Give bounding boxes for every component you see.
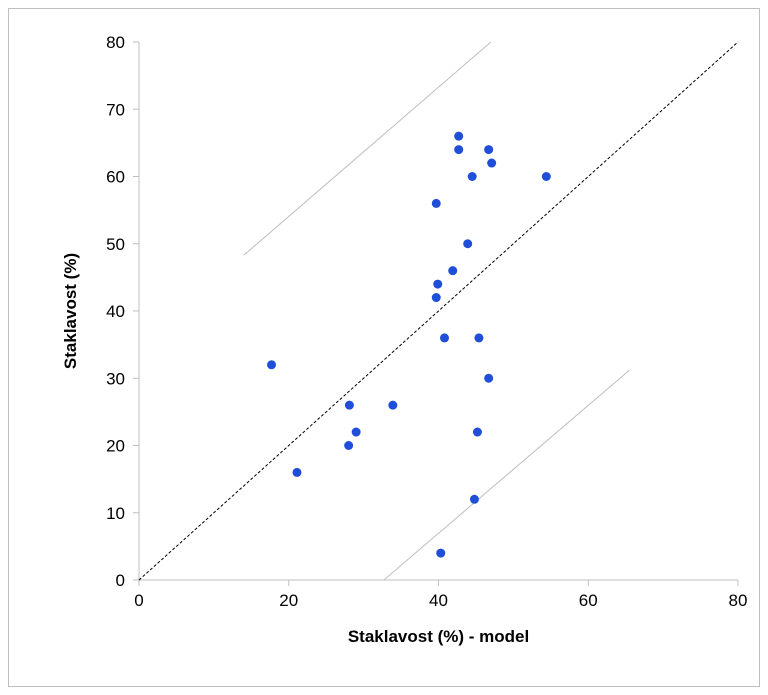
data-point <box>388 400 398 410</box>
x-tick-label: 20 <box>279 591 298 610</box>
y-tick-label: 40 <box>106 302 125 321</box>
data-point <box>484 145 494 155</box>
y-tick-label: 10 <box>106 504 125 523</box>
data-point <box>431 198 441 208</box>
y-tick-label: 60 <box>106 168 125 187</box>
data-point <box>431 293 441 303</box>
data-point <box>467 172 477 181</box>
x-tick-label: 0 <box>134 591 143 610</box>
data-point <box>487 158 497 168</box>
lower-bound-line <box>383 369 630 581</box>
data-point <box>472 427 482 437</box>
y-tick-label: 0 <box>116 571 125 590</box>
data-point <box>433 279 443 289</box>
data-point <box>292 467 302 477</box>
chart-frame <box>8 8 760 687</box>
x-ticks: 0 20 40 60 80 <box>134 580 747 610</box>
data-point <box>454 145 464 155</box>
data-point <box>484 373 494 383</box>
data-point <box>344 441 354 450</box>
data-point <box>463 239 473 249</box>
y-tick-label: 80 <box>106 33 125 52</box>
x-tick-label: 80 <box>729 591 748 610</box>
x-axis-title: Staklavost (%) - model <box>348 627 529 646</box>
upper-bound-line <box>243 41 492 256</box>
x-tick-label: 40 <box>429 591 448 610</box>
data-point <box>448 266 458 276</box>
data-point <box>351 427 361 437</box>
data-point <box>469 494 479 504</box>
data-point <box>541 172 551 181</box>
y-tick-label: 50 <box>106 235 125 254</box>
identity-line <box>138 41 739 581</box>
y-tick-label: 70 <box>106 100 125 119</box>
plot-area: 0 20 40 60 80 0 10 20 30 40 50 60 70 80 <box>106 33 747 610</box>
reference-lines <box>138 41 739 581</box>
y-tick-label: 30 <box>106 369 125 388</box>
data-point <box>474 333 484 343</box>
data-points <box>267 131 551 558</box>
data-point <box>436 548 446 558</box>
y-tick-label: 20 <box>106 437 125 456</box>
y-axis-title: Staklavost (%) <box>61 253 80 369</box>
data-point <box>344 400 354 410</box>
data-point <box>267 360 277 370</box>
data-point <box>454 131 464 141</box>
data-point <box>439 333 449 343</box>
y-ticks: 0 10 20 30 40 50 60 70 80 <box>106 33 139 590</box>
x-tick-label: 60 <box>579 591 598 610</box>
